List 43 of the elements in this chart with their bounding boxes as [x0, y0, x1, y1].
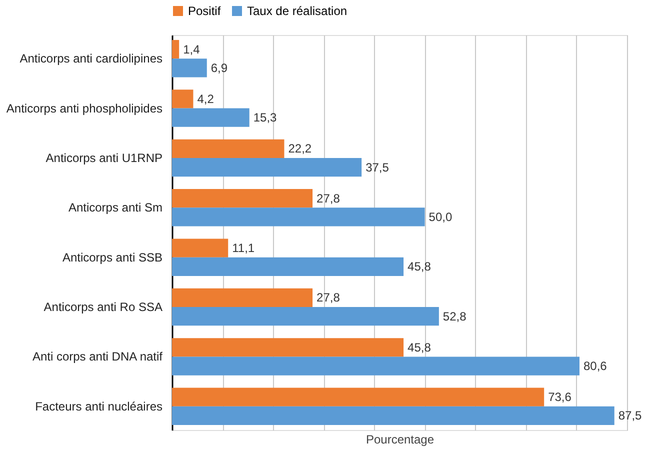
bar	[172, 288, 313, 308]
data-label: 37,5	[366, 160, 390, 174]
data-label: 50,0	[428, 210, 452, 224]
data-label: 87,5	[618, 408, 642, 423]
y-tick-label: Anticorps anti U1RNP	[46, 150, 162, 165]
bar	[172, 158, 362, 177]
bar	[172, 208, 425, 226]
y-tick-label: Anti corps anti DNA natif	[32, 350, 164, 364]
data-label: 22,2	[288, 142, 312, 156]
bar	[172, 338, 404, 357]
data-label: 11,1	[232, 241, 255, 256]
legend-label: Positif	[188, 4, 222, 18]
y-tick-label: Anticorps anti phospholipides	[6, 101, 162, 116]
x-axis-title: Pourcentage	[366, 432, 434, 446]
data-label: 73,6	[548, 390, 572, 404]
legend-label: Taux de réalisation	[247, 4, 348, 18]
bar	[172, 406, 614, 426]
bar	[172, 238, 228, 258]
bar	[172, 307, 439, 326]
data-label: 4,2	[197, 92, 214, 106]
bar	[172, 58, 207, 78]
bar	[172, 388, 544, 406]
data-label: 1,4	[183, 42, 200, 56]
bar	[172, 356, 580, 376]
bar	[172, 40, 180, 59]
bar	[172, 257, 404, 276]
data-label: 80,6	[583, 359, 608, 374]
bar	[172, 139, 284, 158]
data-label: 15,3	[253, 110, 278, 125]
bar	[172, 189, 313, 208]
data-label: 27,8	[316, 191, 340, 206]
data-label: 27,8	[316, 290, 340, 305]
y-tick-label: Facteurs anti nucléaires	[35, 399, 162, 414]
bar	[172, 90, 194, 108]
data-label: 45,8	[408, 260, 432, 274]
y-tick-label: Anticorps anti SSB	[62, 250, 162, 264]
bar	[172, 108, 250, 127]
data-label: 45,8	[408, 340, 432, 354]
y-tick-label: Anticorps anti Sm	[68, 200, 162, 215]
y-tick-label: Anticorps anti cardiolipines	[20, 52, 162, 66]
y-tick-label: Anticorps anti Ro SSA	[44, 300, 162, 314]
data-label: 52,8	[442, 309, 467, 324]
data-label: 6,9	[210, 60, 228, 75]
